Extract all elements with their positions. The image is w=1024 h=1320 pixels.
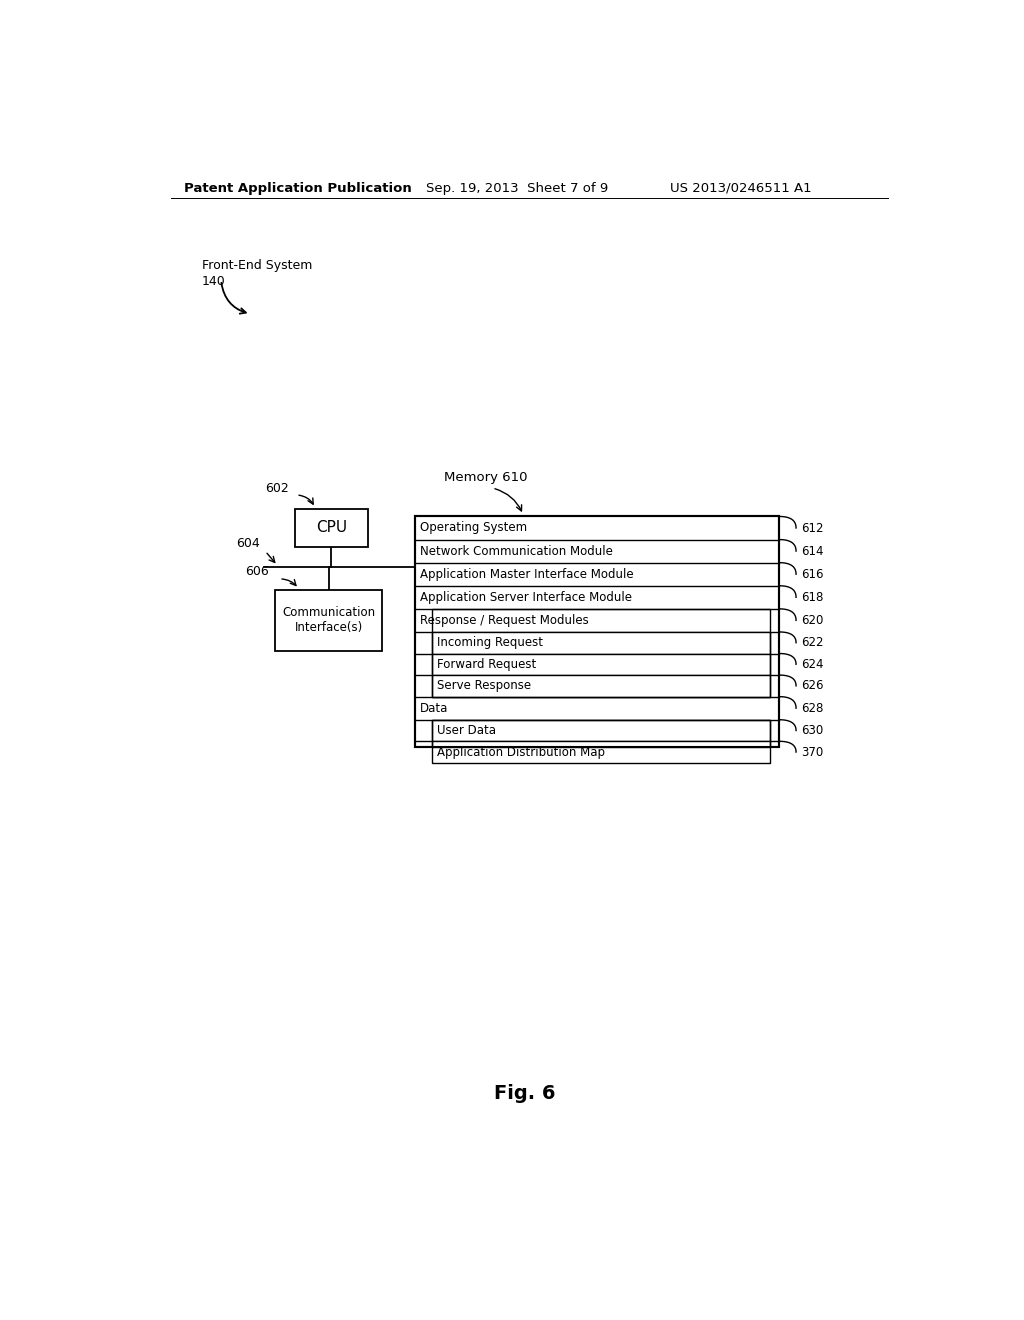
Text: User Data: User Data [437,723,497,737]
Text: 620: 620 [801,614,823,627]
Text: 606: 606 [246,565,269,578]
Text: Network Communication Module: Network Communication Module [420,545,613,557]
Text: Operating System: Operating System [420,521,527,535]
Text: Forward Request: Forward Request [437,657,537,671]
Bar [415,516,779,747]
Text: Sep. 19, 2013  Sheet 7 of 9: Sep. 19, 2013 Sheet 7 of 9 [426,182,608,194]
Text: Fig. 6: Fig. 6 [494,1085,556,1104]
Text: 370: 370 [801,746,823,759]
Text: Data: Data [420,702,449,714]
Text: Application Distribution Map: Application Distribution Map [437,746,605,759]
Text: 616: 616 [801,568,823,581]
Text: Application Server Interface Module: Application Server Interface Module [420,591,632,603]
Text: 140: 140 [202,276,225,289]
Text: Incoming Request: Incoming Request [437,636,543,649]
Text: 628: 628 [801,702,823,714]
Text: Patent Application Publication: Patent Application Publication [183,182,412,194]
Text: 626: 626 [801,680,823,693]
Bar [432,742,770,763]
Text: 612: 612 [801,521,823,535]
Text: CPU: CPU [315,520,347,536]
Bar [432,675,770,697]
Text: 604: 604 [236,536,260,549]
Text: Memory 610: Memory 610 [444,471,527,484]
Bar [432,719,770,742]
Bar [432,653,770,675]
Bar [415,516,779,747]
Bar [295,508,369,548]
Bar [432,719,770,747]
Text: 618: 618 [801,591,823,603]
Text: 630: 630 [801,723,823,737]
Text: Response / Request Modules: Response / Request Modules [420,614,589,627]
Text: Front-End System: Front-End System [202,259,312,272]
Bar [432,609,770,697]
Text: Serve Response: Serve Response [437,680,531,693]
Text: Communication
Interface(s): Communication Interface(s) [283,606,375,635]
Text: 624: 624 [801,657,823,671]
Bar [432,632,770,653]
Text: US 2013/0246511 A1: US 2013/0246511 A1 [671,182,812,194]
Text: 622: 622 [801,636,823,649]
Text: 602: 602 [264,482,289,495]
Text: 614: 614 [801,545,823,557]
Text: Application Master Interface Module: Application Master Interface Module [420,568,634,581]
Bar [275,590,382,651]
